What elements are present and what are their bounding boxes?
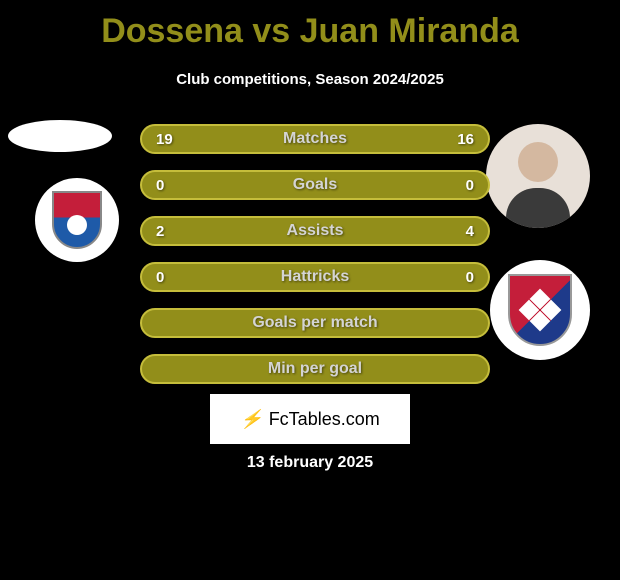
stat-row-goals: 0 Goals 0 <box>140 170 490 200</box>
stat-left-value: 0 <box>156 177 186 194</box>
stat-label: Assists <box>287 222 344 240</box>
stat-label: Hattricks <box>281 268 349 286</box>
stat-label: Goals <box>293 176 337 194</box>
stat-right-value: 0 <box>444 177 474 194</box>
stat-row-matches: 19 Matches 16 <box>140 124 490 154</box>
stats-container: 19 Matches 16 0 Goals 0 2 Assists 4 0 Ha… <box>140 124 490 400</box>
stat-label: Matches <box>283 130 347 148</box>
season-subtitle: Club competitions, Season 2024/2025 <box>0 71 620 88</box>
snapshot-date: 13 february 2025 <box>247 454 373 472</box>
stat-right-value: 16 <box>444 131 474 148</box>
bologna-badge-icon <box>508 274 572 346</box>
fctables-logo: ⚡ FcTables.com <box>210 394 410 444</box>
stat-row-hattricks: 0 Hattricks 0 <box>140 262 490 292</box>
fctables-text: FcTables.com <box>269 409 380 430</box>
stat-row-assists: 2 Assists 4 <box>140 216 490 246</box>
stat-row-min-per-goal: Min per goal <box>140 354 490 384</box>
stat-label: Goals per match <box>252 314 377 332</box>
stat-right-value: 4 <box>444 223 474 240</box>
comparison-title: Dossena vs Juan Miranda <box>0 0 620 51</box>
stat-left-value: 19 <box>156 131 186 148</box>
club-right-badge <box>490 260 590 360</box>
stat-left-value: 0 <box>156 269 186 286</box>
stat-right-value: 0 <box>444 269 474 286</box>
club-left-badge <box>35 178 119 262</box>
como-badge-icon <box>52 191 102 249</box>
fctables-icon: ⚡ <box>240 409 262 430</box>
stat-left-value: 2 <box>156 223 186 240</box>
player-right-avatar <box>486 124 590 228</box>
stat-row-goals-per-match: Goals per match <box>140 308 490 338</box>
stat-label: Min per goal <box>268 360 362 378</box>
player-left-avatar <box>8 120 112 152</box>
